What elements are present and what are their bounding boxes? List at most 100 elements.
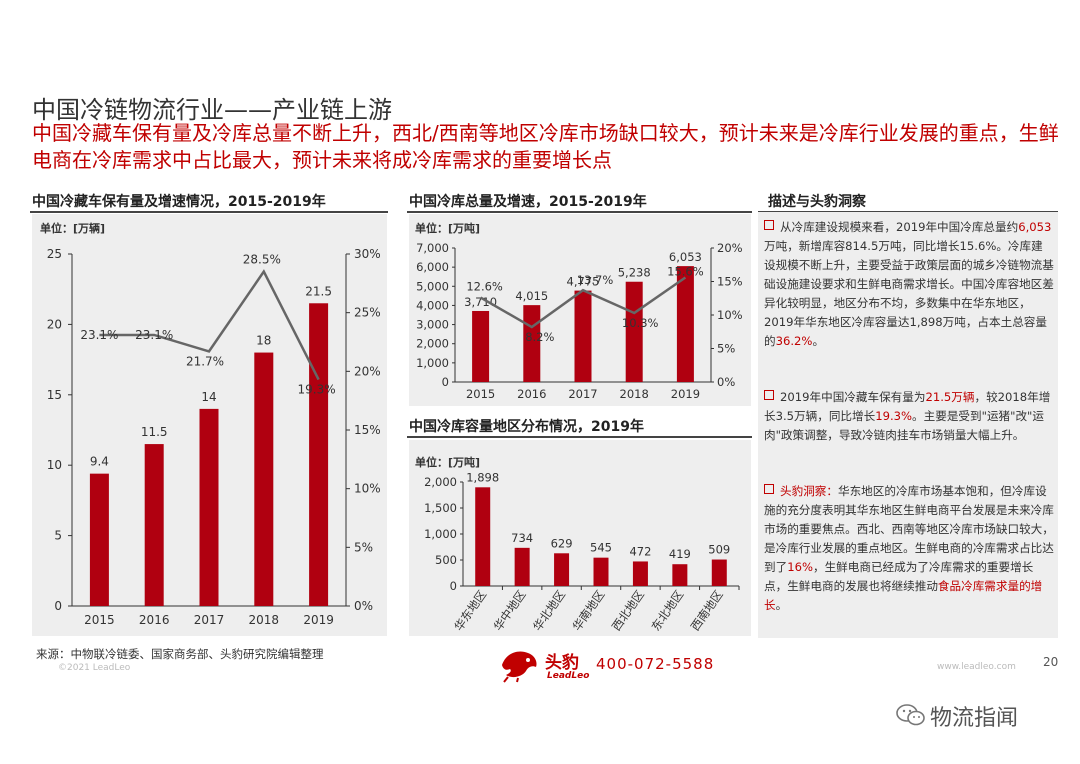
phone-number: 400-072-5588	[596, 655, 715, 673]
paragraph-text-segment: 华东地区的冷库市场基本饱和，但冷库设施的充分度表明其华东地区生鲜电商平台发展是未…	[764, 484, 1054, 574]
chart2-svg: 0 1,000 2,000 3,000 4,000 5,000 6,000 7,000 0% 5%…	[416, 241, 743, 401]
chart3-bar	[711, 559, 727, 586]
chart2-y-tick-label: 1,000	[416, 356, 449, 370]
paragraph-1-text: 从冷库建设规模来看，2019年中国冷库总量约6,053 万吨，新增库容814.5万…	[764, 220, 1054, 348]
highlight-text: 6,053	[1018, 220, 1052, 234]
chart1-bar-label: 18	[256, 334, 271, 348]
chart1-bar	[89, 473, 109, 606]
page-title: 中国冷链物流行业——产业链上游	[32, 96, 392, 124]
bullet-box-icon	[764, 484, 774, 494]
brand-name-en: LeadLeo	[547, 671, 590, 681]
chart2-y2-tick-label: 10%	[717, 308, 743, 322]
paragraph-text-segment: ，较2018年增长3.5万辆，同比增长	[764, 390, 1051, 423]
chart3-x-tick-label: 华东地区	[451, 588, 489, 634]
chart2-x-tick-label: 2017	[568, 387, 597, 401]
chart2-y2-tick-label: 0%	[717, 375, 735, 389]
chart3-x-tick-label: 东北地区	[648, 588, 686, 634]
chart3-y-tick-label: 1,000	[424, 527, 457, 541]
chart2-bar-label: 4,775	[567, 275, 600, 289]
chart3-panel: 0 500 1,000 1,500 2,000 1,898 华东地区 734 华中地区 629 华北…	[409, 440, 751, 636]
chart2-y2-tick-label: 20%	[717, 241, 743, 255]
chart2-bar	[472, 310, 490, 382]
chart2-y-tick-label: 7,000	[416, 241, 449, 255]
chart1-y2-tick-label: 15%	[354, 423, 381, 437]
brand-name: 头豹	[545, 653, 579, 673]
chart1-bar-label: 11.5	[141, 425, 168, 439]
chart1-bar-label: 21.5	[305, 284, 332, 298]
chart1-line-label: 21.7%	[186, 354, 224, 368]
chart2-y-tick-label: 5,000	[416, 279, 449, 293]
chart1-y2-tick-label: 10%	[354, 482, 381, 496]
chart2-panel: 0 1,000 2,000 3,000 4,000 5,000 6,000 7,000 0% 5%…	[409, 214, 751, 406]
website-url[interactable]: www.leadleo.com	[937, 662, 1016, 672]
chart1-y-tick-label: 0	[54, 599, 62, 613]
chart2-bar-label: 3,710	[464, 295, 497, 309]
chart2-x-tick-label: 2016	[517, 387, 546, 401]
chart3-y-tick-label: 1,500	[424, 501, 457, 515]
chart2-bar-label: 6,053	[669, 250, 702, 264]
chart1-bar-label: 9.4	[90, 455, 109, 469]
highlight-text: 21.5万辆	[925, 390, 975, 404]
chart2-bar	[625, 281, 643, 382]
chart2-bar	[676, 266, 694, 382]
chart3-bar-label: 1,898	[466, 470, 499, 484]
chart3-y-tick-label: 500	[435, 553, 457, 567]
chart3-bar-label: 545	[590, 541, 612, 555]
chart1-y-tick-label: 5	[54, 529, 62, 543]
chart1-x-tick-label: 2017	[194, 613, 225, 627]
chart3-x-tick-label: 西北地区	[609, 588, 647, 634]
page-subtitle: 中国冷藏车保有量及冷库总量不断上升，西北/西南等地区冷库市场缺口较大，预计未来是…	[32, 121, 1059, 172]
chart1-y2-tick-label: 30%	[354, 247, 381, 261]
chart1-rule	[30, 211, 388, 213]
chart1-y-tick-label: 25	[47, 247, 62, 261]
chart3-bar-label: 734	[511, 531, 533, 545]
highlight-text: 36.2%	[775, 334, 813, 348]
chart3-bar	[593, 557, 609, 586]
wechat-icon	[896, 704, 925, 726]
chart1-bar	[144, 444, 164, 606]
paragraph-text-segment: ，生鲜电商已经成为了冷库需求的重要增长点，生鲜电商的发展也将继续推动	[764, 560, 1034, 593]
chart1-y2-tick-label: 25%	[354, 306, 381, 320]
chart1-bar-label: 14	[201, 390, 216, 404]
paragraph-text-segment: 从冷库建设规模来看，2019年中国冷库总量约	[780, 220, 1019, 234]
chart3-title: 中国冷库容量地区分布情况，2019年	[409, 419, 644, 435]
chart1-line-label: 19.3%	[298, 383, 336, 397]
chart2-x-tick-label: 2015	[466, 387, 495, 401]
chart3-bar-label: 509	[708, 543, 730, 557]
highlight-text: 19.3%	[875, 409, 913, 423]
chart1-y2-tick-label: 0%	[354, 599, 373, 613]
leopard-logo-icon	[502, 651, 537, 683]
chart2-line-label: 12.6%	[466, 280, 503, 294]
chart1-x-tick-label: 2015	[84, 613, 115, 627]
chart1-bar	[199, 408, 219, 606]
chart3-y-tick-label: 0	[450, 579, 457, 593]
chart2-y-tick-label: 4,000	[416, 298, 449, 312]
chart2-line-label: 15.6%	[667, 264, 704, 278]
chart2-x-tick-label: 2018	[620, 387, 649, 401]
paragraph-3-text: 头豹洞察：华东地区的冷库市场基本饱和，但冷库设施的充分度表明其华东地区生鲜电商平…	[764, 484, 1054, 612]
chart3-bar-label: 629	[551, 536, 573, 550]
copyright: ©2021 LeadLeo	[58, 663, 131, 673]
chart2-bar	[574, 290, 592, 382]
chart2-y2-tick-label: 5%	[717, 342, 735, 356]
chart3-bar	[475, 487, 491, 586]
chart3-bar	[514, 547, 530, 586]
chart2-line-label: 8.2%	[525, 330, 554, 344]
chart2-y-tick-label: 6,000	[416, 260, 449, 274]
chart2-y-tick-label: 0	[442, 375, 449, 389]
chart2-y-tick-label: 2,000	[416, 337, 449, 351]
chart1-x-tick-label: 2018	[249, 613, 280, 627]
chart1-panel: 0 5 10 15 20 25 0% 5% 10% 15% 20% 25% 30% 9.4 2015 11.5…	[32, 214, 387, 636]
chart2-y-tick-label: 3,000	[416, 318, 449, 332]
chart2-growth-line	[479, 276, 687, 329]
paragraph-text-segment: 万吨，新增库容814.5万吨，同比增长15.6%。冷库建设规模不断上升，主要受益…	[764, 239, 1054, 348]
chart2-x-tick-label: 2019	[671, 387, 700, 401]
bullet-box-icon	[764, 390, 774, 400]
chart1-growth-line	[99, 269, 320, 381]
chart1-line-label: 23.1%	[80, 328, 118, 342]
paragraph-text-segment: 2019年中国冷藏车保有量为	[780, 390, 926, 404]
chart2-bar-label: 4,015	[515, 289, 548, 303]
chart3-bar	[554, 553, 570, 586]
chart1-svg: 0 5 10 15 20 25 0% 5% 10% 15% 20% 25% 30% 9.4 2015 11.5…	[47, 247, 381, 627]
description-paragraph-3: 头豹洞察：华东地区的冷库市场基本饱和，但冷库设施的充分度表明其华东地区生鲜电商平…	[764, 482, 1054, 615]
